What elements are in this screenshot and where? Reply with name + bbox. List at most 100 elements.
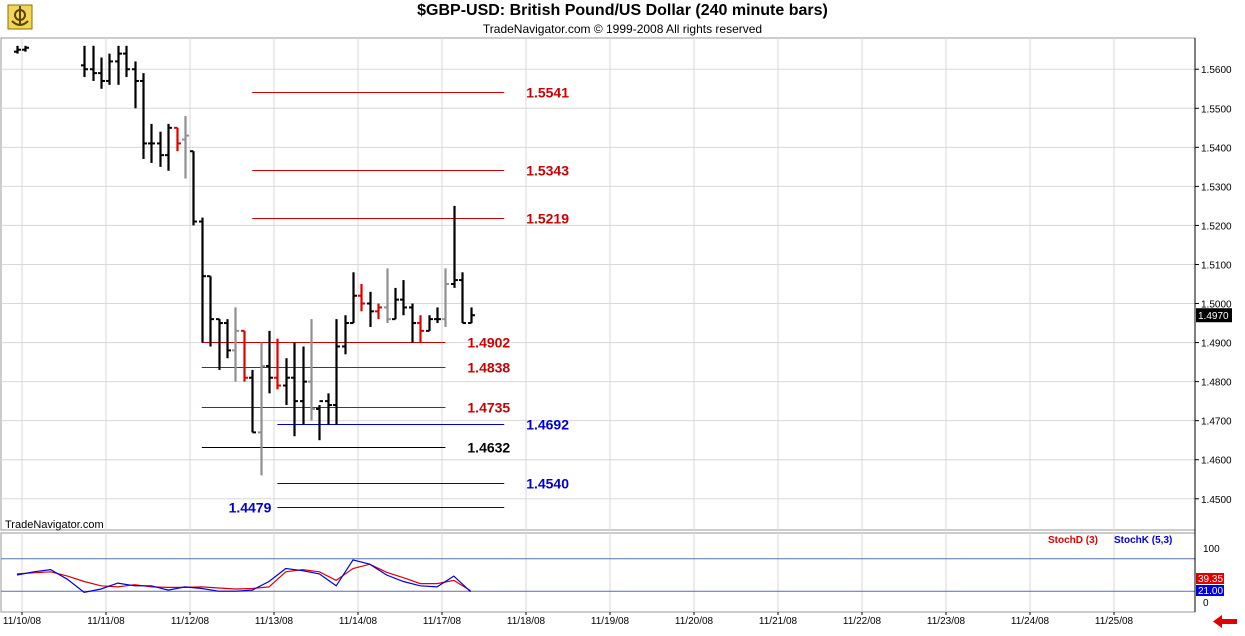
x-tick-label: 11/23/08 (927, 616, 966, 627)
x-tick-label: 11/14/08 (339, 616, 378, 627)
y-tick-label: 1.5000 (1201, 300, 1232, 311)
ohlc-bar (392, 287, 399, 321)
ohlc-bar (148, 123, 155, 163)
y-tick-label: 1.4600 (1201, 456, 1232, 467)
y-tick-label: 1.5400 (1201, 143, 1232, 154)
level-label: 1.4540 (526, 476, 569, 492)
last-price-label: 1.4970 (1198, 311, 1229, 322)
ohlc-bar (400, 280, 407, 316)
ohlc-bar (207, 275, 214, 347)
ohlc-bar (249, 369, 256, 434)
ohlc-bar (157, 131, 164, 167)
y-tick-label: 1.4500 (1201, 495, 1232, 506)
x-tick-label: 11/20/08 (675, 616, 714, 627)
ohlc-bar (224, 319, 231, 359)
ohlc-bar (123, 45, 130, 78)
stochk-legend: StochK (5,3) (1114, 535, 1172, 546)
stochd-legend: StochD (3) (1048, 535, 1098, 546)
stoch-panel-frame (0, 532, 1196, 613)
x-tick-label: 11/19/08 (591, 616, 630, 627)
level-label: 1.5343 (526, 163, 569, 179)
chart-subtitle: TradeNavigator.com © 1999-2008 All right… (482, 22, 763, 36)
stochk-readout: 21.00 (1198, 586, 1223, 597)
level-label: 1.5219 (526, 211, 569, 227)
ohlc-bar (434, 307, 441, 324)
ohlc-bar (106, 53, 113, 85)
ohlc-bar (300, 346, 307, 425)
ohlc-bar (442, 268, 449, 327)
ohlc-bar (316, 400, 323, 441)
stochk-readout-box (1196, 585, 1224, 596)
stoch-series-line (16, 563, 471, 592)
ohlc-bar (216, 318, 223, 370)
ship-wheel-logo-icon (7, 4, 33, 30)
y-tick-label: 1.4900 (1201, 339, 1232, 350)
y-tick-label: 1.5500 (1201, 104, 1232, 115)
ohlc-bar (342, 315, 349, 355)
y-tick-label: 1.5200 (1201, 221, 1232, 232)
ohlc-bar (199, 217, 206, 343)
ohlc-bar (90, 45, 97, 81)
level-label: 1.5541 (526, 85, 569, 101)
stochd-readout: 39.35 (1198, 574, 1223, 585)
level-label: 1.4902 (467, 335, 510, 351)
x-tick-label: 11/12/08 (171, 616, 210, 627)
x-tick-label: 11/11/08 (87, 616, 125, 627)
level-label: 1.4632 (467, 440, 510, 456)
ohlc-bar (358, 284, 365, 312)
ohlc-bar (241, 329, 248, 382)
ohlc-bar (98, 57, 105, 89)
ohlc-bar (367, 291, 374, 327)
ohlc-bar (190, 150, 197, 226)
level-label: 1.4735 (467, 400, 510, 416)
ohlc-bar (308, 319, 315, 421)
stoch-series-line (16, 559, 472, 593)
x-tick-label: 11/10/08 (3, 616, 42, 627)
x-tick-label: 11/18/08 (507, 616, 546, 627)
level-label: 1.4838 (467, 360, 510, 376)
ohlc-bar (140, 73, 147, 160)
y-tick-label: 1.5300 (1201, 182, 1232, 193)
y-tick-label: 1.5600 (1201, 65, 1232, 76)
level-label: 1.4479 (229, 500, 272, 516)
y-tick-label: 1.5100 (1201, 260, 1232, 271)
stoch-y-tick-label: 0 (1203, 598, 1209, 609)
ohlc-bar (274, 338, 281, 390)
ohlc-bar (81, 45, 88, 78)
ohlc-bar (417, 315, 424, 343)
ohlc-bar (468, 307, 475, 325)
ohlc-bar (451, 205, 458, 288)
x-tick-label: 11/21/08 (759, 616, 798, 627)
ohlc-bar (333, 319, 340, 425)
level-label: 1.4692 (526, 417, 569, 433)
x-tick-label: 11/25/08 (1095, 616, 1134, 627)
x-tick-label: 11/13/08 (255, 616, 294, 627)
ohlc-bar (132, 61, 139, 109)
ohlc-bar (14, 45, 21, 54)
x-tick-label: 11/24/08 (1011, 616, 1050, 627)
stochd-readout-box (1196, 573, 1224, 584)
y-tick-label: 1.4700 (1201, 417, 1232, 428)
ohlc-bar (325, 393, 332, 425)
ohlc-bar (115, 45, 122, 85)
stoch-y-tick-label: 100 (1203, 544, 1220, 555)
scroll-left-arrow-icon[interactable] (1212, 614, 1238, 629)
ohlc-bar (22, 45, 29, 52)
x-tick-label: 11/17/08 (423, 616, 462, 627)
chart-title: $GBP-USD: British Pound/US Dollar (240 m… (417, 2, 828, 19)
ohlc-bar (283, 358, 290, 406)
ohlc-bar (232, 307, 239, 382)
ohlc-bar (384, 268, 391, 324)
ohlc-bar (266, 330, 273, 394)
ohlc-bar (350, 272, 357, 325)
y-tick-label: 1.4800 (1201, 378, 1232, 389)
ohlc-bar (459, 272, 466, 325)
ohlc-bar (426, 315, 433, 332)
ohlc-bar (258, 342, 265, 476)
ohlc-bar (165, 123, 172, 171)
watermark-text: TradeNavigator.com (5, 519, 104, 531)
ohlc-bar (182, 116, 189, 179)
last-price-box (1196, 308, 1232, 323)
ohlc-bar (291, 342, 298, 437)
